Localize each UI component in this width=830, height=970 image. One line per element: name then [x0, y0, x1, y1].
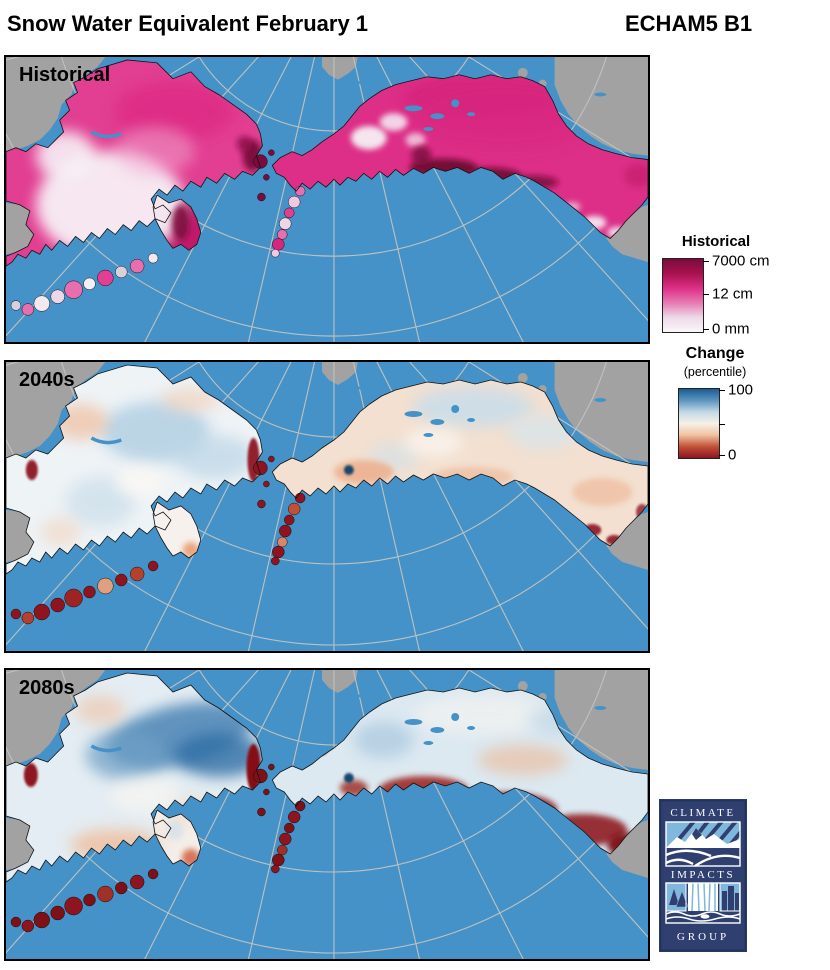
- map-2080s: [6, 670, 648, 959]
- panel-label-historical: Historical: [19, 64, 111, 86]
- legend-historical-tick-bottom: 0 mm: [712, 320, 750, 338]
- tick-mark: [719, 390, 725, 391]
- tick-mark: [703, 294, 709, 295]
- climate-impacts-group-logo: CLIMATE IMPACTS: [659, 799, 747, 952]
- panel-label-2040s: 2040s: [19, 369, 75, 391]
- map-panel-2040s: 2040s: [4, 360, 650, 653]
- logo-text-impacts: IMPACTS: [671, 869, 735, 881]
- legend-change-label-top: 100: [728, 381, 754, 399]
- tick-mark: [719, 455, 725, 456]
- map-2040s: [6, 362, 648, 651]
- legend-historical-colorbar: [662, 258, 704, 333]
- legend-change-colorbar: [678, 388, 720, 459]
- legend-change-subtitle: (percentile): [683, 365, 747, 379]
- logo-graphic: CLIMATE IMPACTS: [659, 799, 747, 952]
- logo-text-group: GROUP: [677, 931, 729, 943]
- legend-change-label-bottom: 0: [728, 446, 737, 464]
- logo-text-climate: CLIMATE: [670, 807, 735, 819]
- legend-change-title: Change: [685, 345, 745, 362]
- legend-historical-tick-top: 7000 cm: [712, 252, 770, 270]
- legend-historical-title: Historical: [681, 233, 751, 250]
- map-historical: [6, 57, 648, 342]
- map-panel-2080s: 2080s: [4, 668, 650, 961]
- map-panel-historical: Historical: [4, 55, 650, 344]
- panel-label-2080s: 2080s: [19, 677, 75, 699]
- tick-mark: [703, 329, 709, 330]
- tick-mark: [719, 424, 725, 425]
- model-label: ECHAM5 B1: [625, 11, 753, 36]
- logo-mountain-scene: [665, 821, 741, 867]
- tick-mark: [703, 261, 709, 262]
- logo-waterfall-scene: [665, 882, 741, 924]
- legend-historical-tick-mid: 12 cm: [712, 285, 753, 303]
- figure-title: Snow Water Equivalent February 1: [7, 11, 369, 36]
